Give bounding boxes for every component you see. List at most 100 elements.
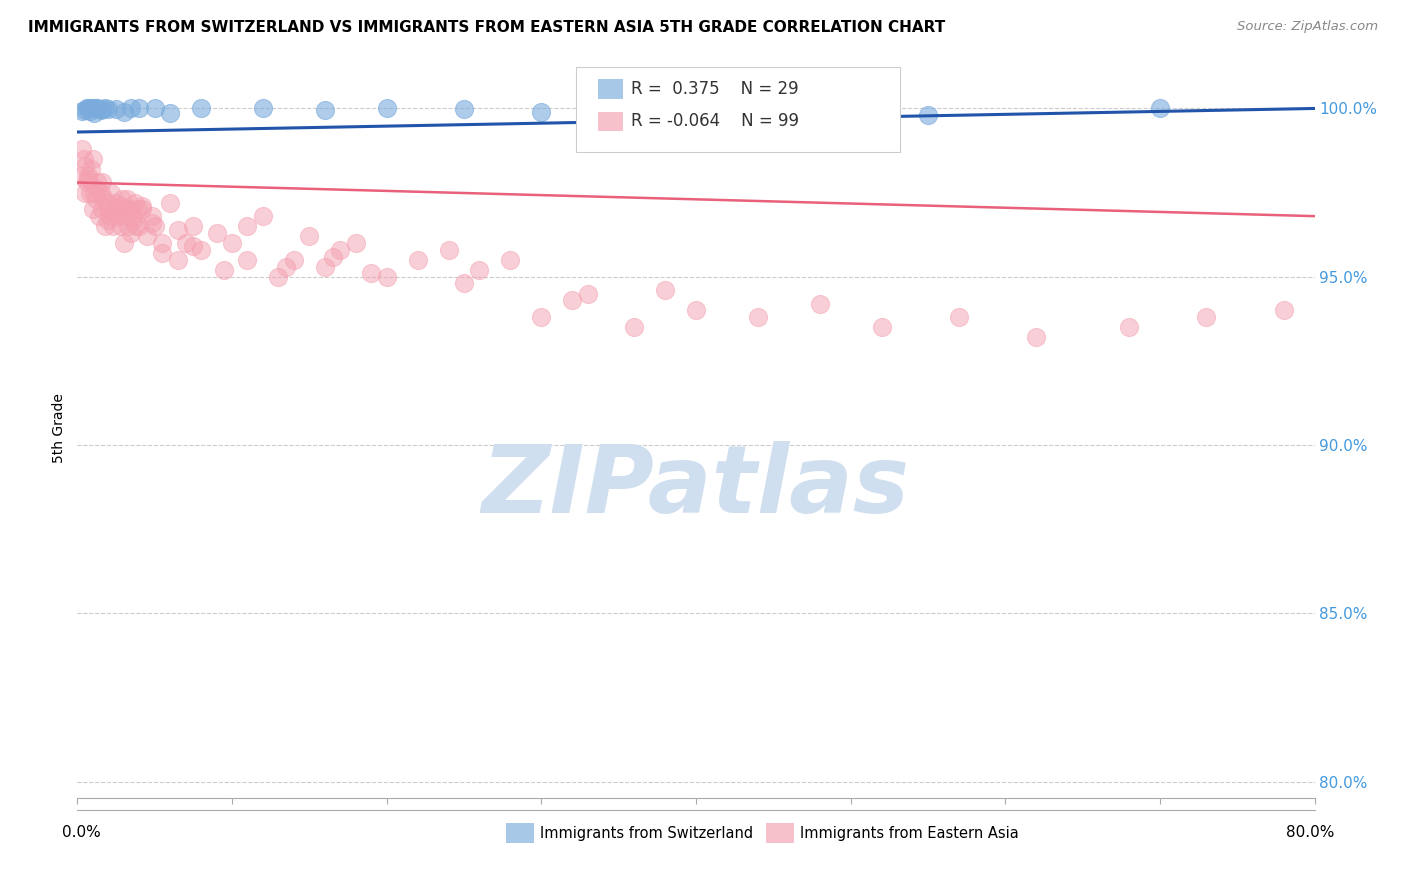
Point: [94, 219, 117, 234]
Point: [214, 263, 236, 277]
Point: [79, 103, 101, 118]
Point: [112, 236, 135, 251]
Point: [84, 102, 107, 116]
Point: [110, 219, 132, 234]
Point: [80, 102, 103, 116]
Point: [105, 102, 127, 116]
Point: [623, 320, 645, 334]
Point: [86, 182, 108, 196]
Point: [143, 102, 166, 116]
Point: [152, 246, 174, 260]
Y-axis label: 5th Grade: 5th Grade: [52, 393, 66, 463]
Point: [131, 199, 153, 213]
Point: [360, 266, 382, 280]
Point: [167, 222, 190, 236]
Point: [530, 105, 553, 120]
Point: [77, 172, 100, 186]
Point: [152, 236, 174, 251]
Point: [190, 102, 212, 116]
Point: [468, 263, 491, 277]
Point: [1118, 320, 1140, 334]
Point: [91, 176, 114, 190]
Point: [93, 192, 115, 206]
Point: [72, 152, 94, 166]
Point: [87, 209, 110, 223]
Point: [917, 107, 939, 121]
Point: [127, 202, 149, 217]
Point: [329, 243, 352, 257]
Point: [159, 195, 181, 210]
Point: [97, 102, 120, 116]
Point: [94, 102, 117, 116]
Point: [685, 303, 707, 318]
Point: [121, 102, 143, 116]
Point: [654, 283, 676, 297]
Point: [530, 310, 553, 325]
Point: [76, 102, 98, 116]
Point: [96, 195, 118, 210]
Point: [90, 186, 111, 200]
Point: [143, 219, 166, 234]
Point: [83, 186, 105, 200]
Point: [125, 219, 148, 234]
Point: [101, 219, 124, 234]
Point: [167, 252, 190, 267]
Point: [110, 199, 132, 213]
Point: [122, 212, 145, 227]
Point: [236, 252, 259, 267]
Point: [298, 229, 321, 244]
Point: [80, 162, 103, 177]
Text: Immigrants from Eastern Asia: Immigrants from Eastern Asia: [800, 826, 1019, 840]
Point: [82, 202, 104, 217]
Point: [870, 320, 893, 334]
Text: 0.0%: 0.0%: [62, 825, 101, 839]
Point: [107, 209, 129, 223]
Point: [276, 260, 298, 274]
Point: [121, 226, 143, 240]
Point: [252, 102, 274, 116]
Point: [685, 103, 707, 117]
Text: 80.0%: 80.0%: [1286, 825, 1334, 839]
Text: Source: ZipAtlas.com: Source: ZipAtlas.com: [1237, 20, 1378, 33]
Point: [77, 169, 100, 183]
Point: [252, 209, 274, 223]
Point: [183, 219, 205, 234]
Point: [86, 102, 108, 116]
Point: [136, 229, 159, 244]
Point: [122, 209, 145, 223]
Point: [221, 236, 243, 251]
Point: [103, 206, 125, 220]
Point: [236, 219, 259, 234]
Point: [76, 176, 98, 190]
Point: [115, 202, 138, 217]
Point: [437, 243, 460, 257]
Point: [100, 186, 122, 200]
Point: [69, 169, 91, 183]
Point: [375, 269, 398, 284]
Point: [948, 310, 970, 325]
Point: [82, 102, 104, 116]
Point: [141, 209, 163, 223]
Text: R =  0.375    N = 29: R = 0.375 N = 29: [631, 80, 799, 98]
Point: [205, 226, 228, 240]
Point: [747, 310, 769, 325]
Point: [90, 103, 111, 117]
Point: [97, 202, 120, 217]
Point: [131, 202, 153, 217]
Point: [75, 103, 96, 117]
Point: [1195, 310, 1218, 325]
Point: [283, 252, 305, 267]
Point: [808, 296, 831, 310]
Point: [314, 260, 336, 274]
Point: [314, 103, 336, 117]
Point: [111, 192, 134, 206]
Point: [267, 269, 290, 284]
Point: [75, 186, 96, 200]
Point: [1149, 102, 1171, 116]
Point: [105, 195, 127, 210]
Point: [128, 219, 150, 234]
Point: [453, 277, 475, 291]
Point: [499, 252, 522, 267]
Point: [190, 243, 212, 257]
Text: R = -0.064    N = 99: R = -0.064 N = 99: [631, 112, 799, 130]
